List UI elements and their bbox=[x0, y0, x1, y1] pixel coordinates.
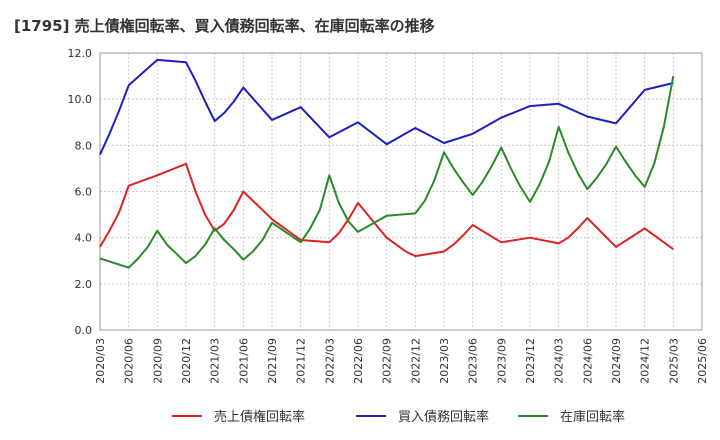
y-tick-label: 0.0 bbox=[75, 324, 93, 337]
x-tick-label: 2020/06 bbox=[123, 338, 136, 384]
y-axis-ticks: 0.0 2.0 4.0 6.0 8.0 10.0 12.0 bbox=[68, 47, 93, 337]
x-tick-label: 2021/09 bbox=[266, 338, 279, 384]
chart-title: [1795] 売上債権回転率、買入債務回転率、在庫回転率の推移 bbox=[14, 17, 435, 35]
grid-layer bbox=[99, 52, 703, 331]
x-tick-label: 2023/06 bbox=[467, 338, 480, 384]
series-lines bbox=[99, 58, 675, 269]
y-tick-label: 8.0 bbox=[75, 139, 93, 152]
x-tick-label: 2021/06 bbox=[237, 338, 250, 384]
x-tick-label: 2024/03 bbox=[553, 338, 566, 384]
x-tick-label: 2025/06 bbox=[696, 338, 709, 384]
x-tick-label: 2021/03 bbox=[209, 338, 222, 384]
legend-label-3: 在庫回転率 bbox=[560, 409, 625, 425]
legend-label-1: 売上債権回転率 bbox=[214, 409, 305, 425]
x-tick-label: 2022/09 bbox=[381, 338, 394, 384]
x-tick-label: 2024/06 bbox=[581, 338, 594, 384]
y-tick-label: 4.0 bbox=[75, 232, 93, 245]
x-tick-label: 2023/03 bbox=[438, 338, 451, 384]
y-tick-label: 10.0 bbox=[68, 93, 93, 106]
legend: 売上債権回転率 買入債務回転率 在庫回転率 bbox=[172, 409, 625, 425]
x-axis-ticks: 2020/03 2020/06 2020/09 2020/12 2021/03 2021/… bbox=[94, 338, 709, 384]
x-tick-label: 2022/06 bbox=[352, 338, 365, 384]
y-tick-label: 2.0 bbox=[75, 278, 93, 291]
y-tick-label: 12.0 bbox=[68, 47, 93, 60]
legend-label-2: 買入債務回転率 bbox=[398, 409, 489, 425]
x-tick-label: 2023/12 bbox=[524, 338, 537, 384]
x-tick-label: 2022/12 bbox=[409, 338, 422, 384]
x-tick-label: 2022/03 bbox=[323, 338, 336, 384]
series-line-3 bbox=[99, 75, 675, 269]
x-tick-label: 2020/09 bbox=[151, 338, 164, 384]
series-line-2 bbox=[99, 58, 674, 156]
y-tick-label: 6.0 bbox=[75, 186, 93, 199]
x-tick-label: 2021/12 bbox=[295, 338, 308, 384]
plot-frame bbox=[99, 52, 703, 331]
x-tick-label: 2025/03 bbox=[667, 338, 680, 384]
x-tick-label: 2024/09 bbox=[610, 338, 623, 384]
x-tick-label: 2020/12 bbox=[180, 338, 193, 384]
x-tick-label: 2020/03 bbox=[94, 338, 107, 384]
x-tick-label: 2024/12 bbox=[639, 338, 652, 384]
x-tick-label: 2023/09 bbox=[495, 338, 508, 384]
series-line-1 bbox=[99, 162, 674, 258]
